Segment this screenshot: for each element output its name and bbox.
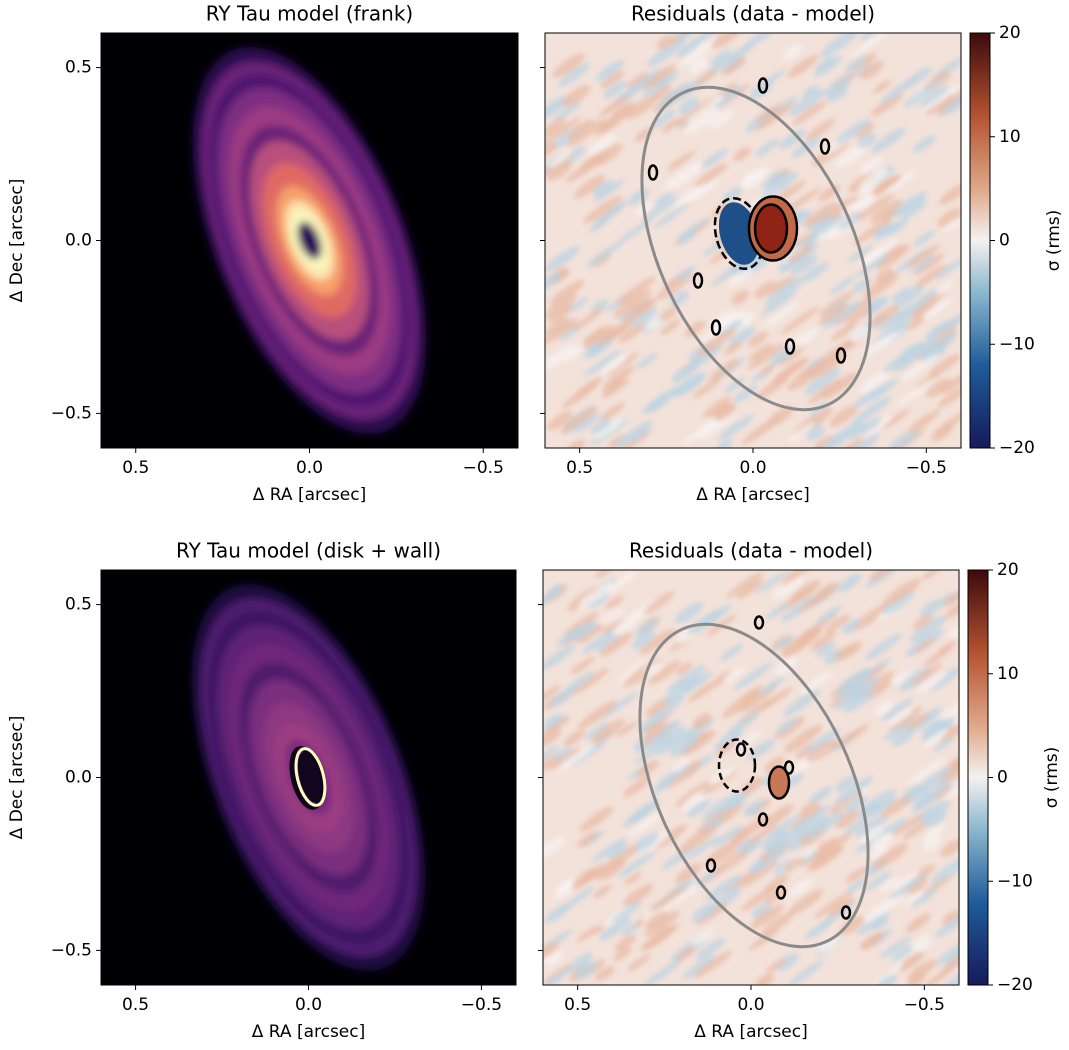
panel-title: Residuals (data - model) — [631, 2, 875, 26]
y-axis-label: Δ Dec [arcsec] — [7, 179, 27, 303]
x-tick-label: −0.5 — [906, 458, 947, 478]
x-tick-label: 0.0 — [296, 458, 323, 478]
colorbar — [970, 33, 990, 448]
y-tick-label: 0.5 — [65, 595, 92, 615]
x-tick-label: −0.5 — [904, 995, 945, 1015]
x-axis-label: Δ RA [arcsec] — [252, 1022, 366, 1042]
colorbar-tick-label: −20 — [999, 438, 1035, 458]
y-tick-label: 0.5 — [65, 58, 92, 78]
x-tick-label: 0.0 — [737, 995, 764, 1015]
x-tick-label: −0.5 — [463, 458, 504, 478]
x-tick-label: 0.5 — [122, 995, 149, 1015]
colorbar-tick-label: −10 — [997, 871, 1033, 891]
figure: RY Tau model (frank) Δ RA [arcsec] Δ Dec [… — [0, 0, 1069, 1050]
y-tick-label: −0.5 — [51, 403, 92, 423]
x-tick-label: 0.0 — [295, 995, 322, 1015]
colorbar-label: σ (rms) — [1044, 210, 1064, 272]
y-tick-label: −0.5 — [51, 940, 92, 960]
positive-residual — [755, 205, 787, 253]
panel-title: Residuals (data - model) — [629, 539, 873, 563]
colorbar-tick-label: 10 — [997, 664, 1019, 684]
colorbar-tick-label: 0 — [999, 231, 1010, 251]
image-panel — [9, 478, 609, 1050]
colorbar-tick-label: 20 — [997, 560, 1019, 580]
colorbar-tick-label: 10 — [999, 127, 1021, 147]
panel-title: RY Tau model (disk + wall) — [176, 539, 441, 563]
y-tick-label: 0.0 — [65, 768, 92, 788]
panel-title: RY Tau model (frank) — [206, 2, 413, 26]
x-tick-label: 0.0 — [739, 458, 766, 478]
colorbar-tick-label: 20 — [999, 23, 1021, 43]
x-tick-label: 0.5 — [566, 458, 593, 478]
x-axis-label: Δ RA [arcsec] — [253, 485, 367, 505]
image-panel — [534, 20, 981, 463]
image-panel — [526, 558, 980, 995]
colorbar-tick-label: −10 — [999, 334, 1035, 354]
x-axis-label: Δ RA [arcsec] — [694, 1022, 808, 1042]
colorbar-tick-label: −20 — [997, 975, 1033, 995]
y-axis-label: Δ Dec [arcsec] — [7, 716, 27, 840]
colorbar-label: σ (rms) — [1042, 747, 1062, 809]
x-tick-label: 0.5 — [564, 995, 591, 1015]
colorbar-tick-label: 0 — [997, 768, 1008, 788]
colorbar — [968, 570, 988, 985]
y-tick-label: 0.0 — [65, 231, 92, 251]
x-tick-label: 0.5 — [122, 458, 149, 478]
x-tick-label: −0.5 — [461, 995, 502, 1015]
x-axis-label: Δ RA [arcsec] — [696, 485, 810, 505]
